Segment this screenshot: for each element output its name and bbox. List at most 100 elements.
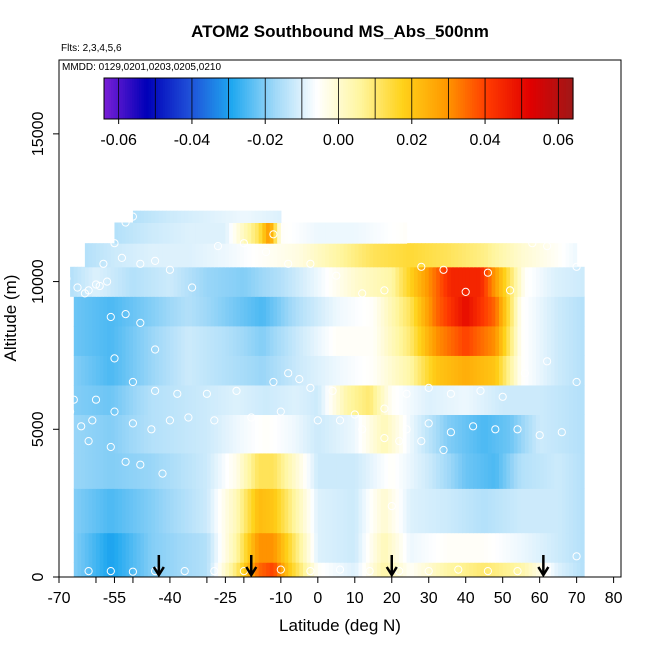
heatmap-cell	[502, 266, 507, 297]
heatmap-cell	[550, 414, 556, 454]
heatmap-cell	[125, 325, 130, 356]
heatmap-cell	[343, 384, 348, 416]
heatmap-cell	[181, 414, 186, 454]
heatmap-cell	[125, 384, 130, 416]
heatmap-cell	[495, 296, 500, 327]
heatmap-cell	[332, 222, 337, 244]
heatmap-cell	[195, 488, 201, 534]
heatmap-cell	[569, 325, 574, 356]
heatmap-cell	[158, 296, 164, 327]
heatmap-cell	[217, 296, 223, 327]
heatmap-cell	[432, 355, 437, 386]
heatmap-cell	[321, 355, 326, 386]
heatmap-cell	[188, 562, 193, 577]
sample-point	[506, 286, 515, 295]
heatmap-cell	[558, 562, 563, 577]
heatmap-cell	[317, 266, 323, 297]
heatmap-cell	[473, 452, 478, 489]
heatmap-cell	[262, 210, 267, 223]
colorbar-segment	[383, 78, 387, 119]
heatmap-cell	[92, 452, 97, 489]
colorbar-segment	[535, 78, 539, 119]
heatmap-cell	[184, 452, 190, 489]
heatmap-cell	[121, 384, 127, 416]
heatmap-cell	[291, 384, 297, 416]
heatmap-cell	[181, 532, 186, 563]
heatmap-cell	[580, 562, 585, 577]
heatmap-cell	[214, 488, 219, 534]
colorbar-segment	[216, 78, 220, 119]
heatmap-cell	[232, 562, 238, 577]
heatmap-cell	[406, 562, 411, 577]
heatmap-cell	[177, 296, 182, 327]
heatmap-cell	[203, 355, 208, 386]
colorbar-segment	[289, 78, 293, 119]
sample-point	[335, 416, 345, 425]
heatmap-cell	[114, 488, 119, 534]
heatmap-cell	[321, 384, 326, 416]
y-tick-label: 0	[30, 572, 47, 581]
heatmap-cell	[217, 414, 223, 454]
colorbar-segment	[429, 78, 433, 119]
sample-point	[110, 407, 119, 416]
heatmap-cell	[373, 414, 378, 454]
heatmap-cell	[428, 488, 434, 534]
heatmap-cell	[136, 562, 141, 577]
heatmap-cell	[88, 296, 93, 327]
colorbar-segment	[181, 78, 185, 119]
x-tick-label: 40	[457, 590, 475, 607]
heatmap-cell	[192, 532, 197, 563]
heatmap-cell	[336, 355, 341, 386]
heatmap-cell	[303, 243, 308, 268]
colorbar-segment	[235, 78, 239, 119]
heatmap-cell	[473, 266, 478, 297]
heatmap-cell	[181, 384, 186, 416]
heatmap-cell	[465, 355, 471, 386]
heatmap-cell	[517, 296, 522, 327]
heatmap-cell	[510, 414, 515, 454]
heatmap-cell	[236, 266, 241, 297]
heatmap-cell	[521, 414, 526, 454]
heatmap-cell	[336, 243, 341, 268]
colorbar-segment	[118, 78, 122, 119]
sample-point	[439, 445, 448, 455]
heatmap-cell	[532, 384, 537, 416]
heatmap-cell	[155, 414, 160, 454]
heatmap-cell	[314, 222, 319, 244]
heatmap-cell	[184, 562, 190, 577]
heatmap-cell	[225, 488, 230, 534]
heatmap-cell	[391, 325, 397, 356]
heatmap-cell	[432, 562, 437, 577]
heatmap-cell	[229, 355, 234, 386]
colorbar-segment	[481, 78, 485, 119]
heatmap-cell	[317, 325, 323, 356]
heatmap-cell	[462, 488, 467, 534]
heatmap-cell	[376, 325, 382, 356]
heatmap-cell	[251, 296, 256, 327]
heatmap-cell	[125, 243, 130, 268]
colorbar-segment	[551, 78, 555, 119]
heatmap-cell	[184, 210, 190, 223]
heatmap-cell	[236, 355, 241, 386]
heatmap-cell	[487, 414, 493, 454]
heatmap-cell	[306, 452, 312, 489]
heatmap-cell	[221, 562, 226, 577]
heatmap-cell	[114, 452, 119, 489]
heatmap-cell	[295, 414, 300, 454]
heatmap-cell	[269, 384, 275, 416]
heatmap-cell	[277, 296, 282, 327]
heatmap-cell	[147, 562, 153, 577]
heatmap-cell	[317, 384, 323, 416]
colorbar-segment	[242, 78, 246, 119]
heatmap-cell	[169, 266, 175, 297]
heatmap-cell	[336, 384, 341, 416]
heatmap-cell	[550, 488, 556, 534]
heatmap-cell	[217, 355, 223, 386]
heatmap-cell	[144, 325, 149, 356]
colorbar-segment	[125, 78, 129, 119]
heatmap-cell	[177, 452, 182, 489]
heatmap-cell	[206, 532, 212, 563]
heatmap-cell	[195, 325, 201, 356]
heatmap-cell	[291, 414, 297, 454]
heatmap-cell	[487, 325, 493, 356]
